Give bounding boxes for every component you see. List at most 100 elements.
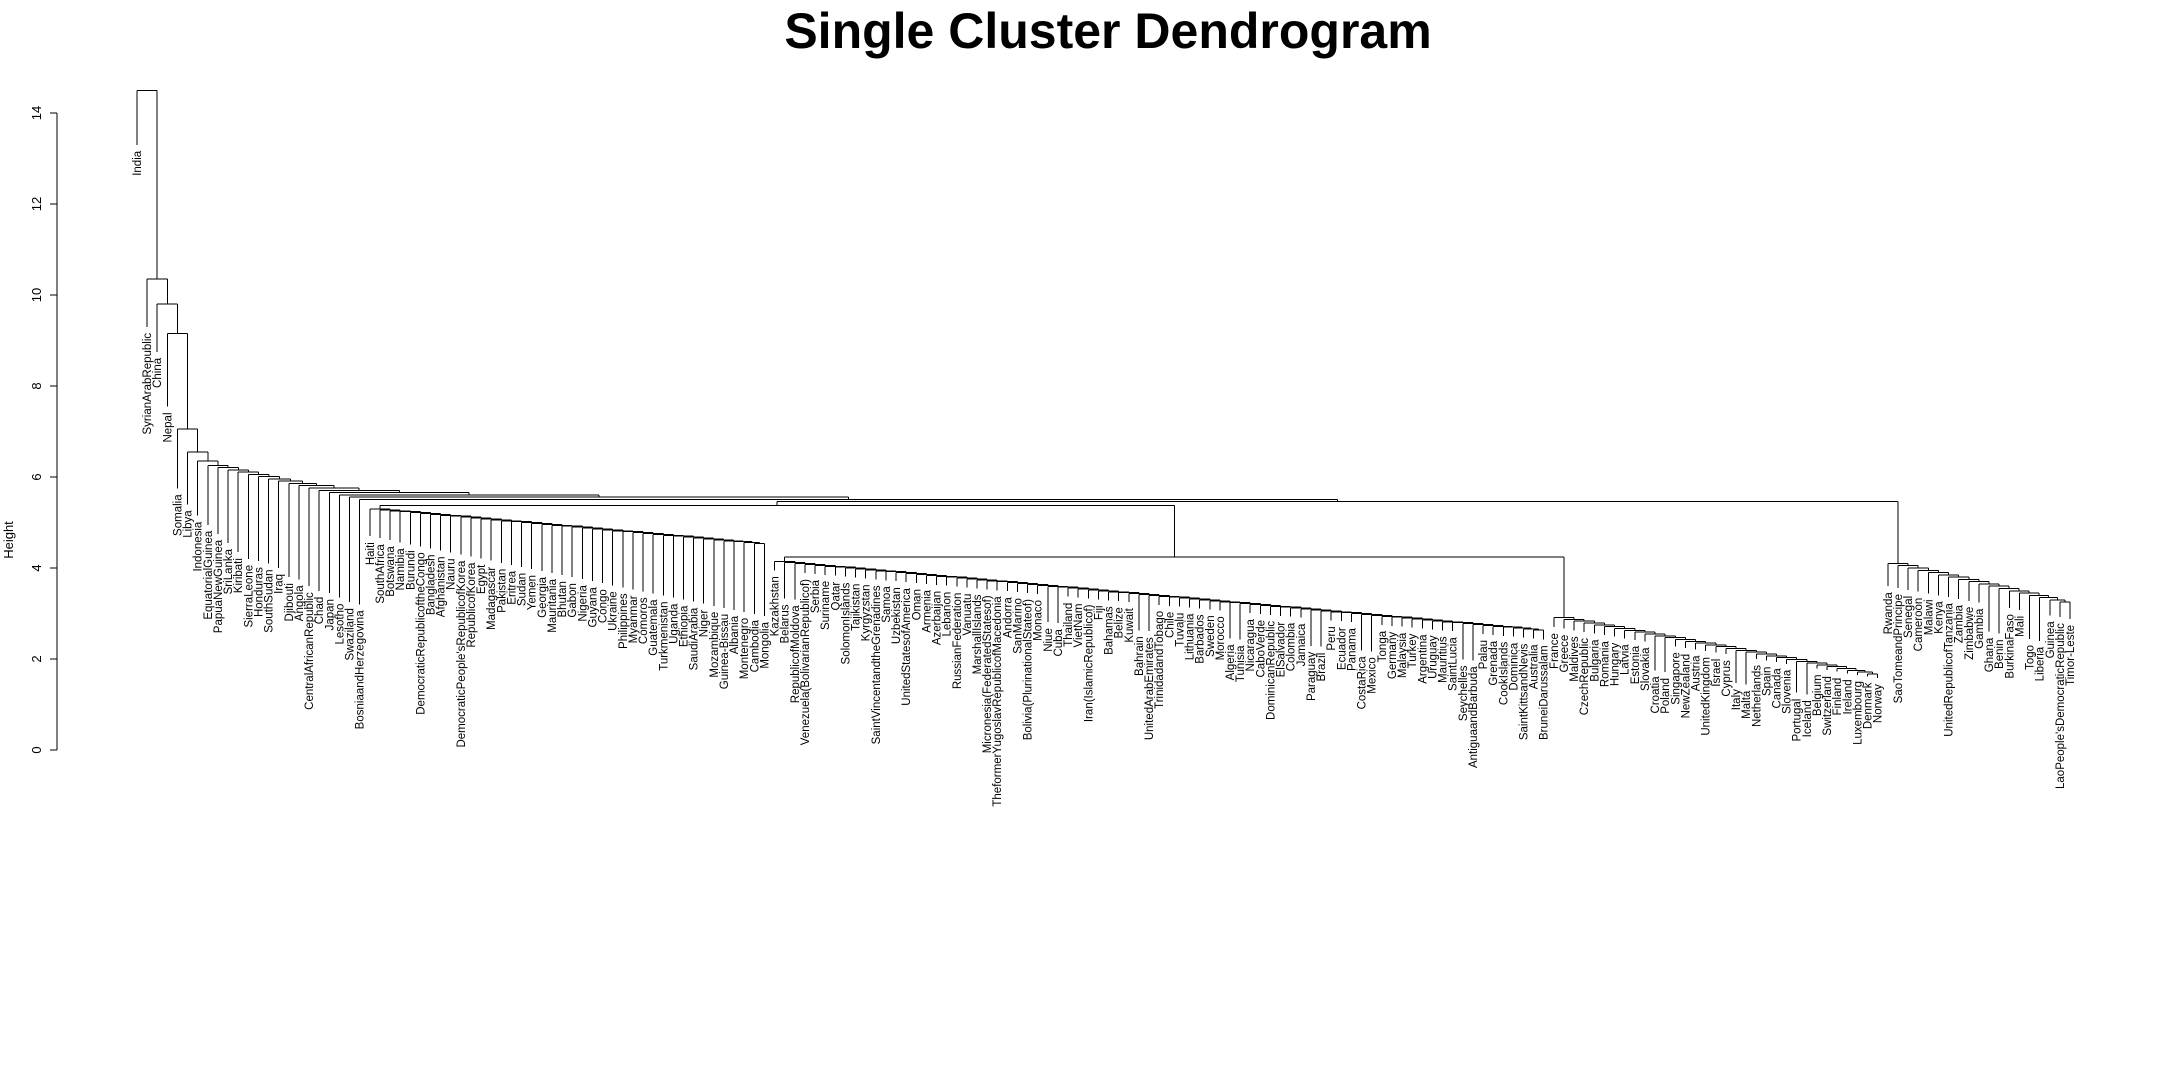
leaf-label: Spain <box>1761 667 1773 696</box>
leaf-label: Iran(IslamicRepublicof) <box>1083 604 1095 722</box>
leaf-label: Luxembourg <box>1852 681 1864 745</box>
leaf-label: Ethiopia <box>679 605 691 647</box>
y-axis: 0 2 4 6 8 10 12 14 <box>29 106 58 754</box>
leaf-label: Indonesia <box>193 521 205 571</box>
leaf-label: Kazakhstan <box>770 576 782 636</box>
leaf-label: Paraguay <box>1306 652 1318 701</box>
leaf-label: Iceland <box>1802 700 1814 737</box>
leaf-label: Yemen <box>527 575 539 610</box>
leaf-label: CostaRica <box>1357 656 1369 710</box>
leaf-label: Suriname <box>820 581 832 630</box>
leaf-label: TheformerYugoslavRepublicofMacedonia <box>992 596 1004 807</box>
leaf-label: Djibouti <box>284 583 296 621</box>
y-axis-label: Height <box>1 521 16 559</box>
leaf-label: Serbia <box>810 579 822 613</box>
leaf-label: Lesotho <box>334 604 346 645</box>
leaf-label: Barbados <box>1195 614 1207 663</box>
leaf-label: Mexico <box>1367 657 1379 693</box>
leaf-label: Canada <box>1772 668 1784 709</box>
y-tick-label: 10 <box>29 288 44 302</box>
leaf-label: Estonia <box>1630 645 1642 684</box>
leaf-label: Italy <box>1731 689 1743 710</box>
leaf-label: Turkey <box>1407 633 1419 668</box>
leaf-label: Nicaragua <box>1245 618 1257 671</box>
leaf-label: SriLanka <box>223 548 235 594</box>
leaf-label: Ghana <box>1984 637 1996 672</box>
leaf-label: Australia <box>1529 644 1541 689</box>
leaf-label: Uruguay <box>1427 635 1439 679</box>
leaf-label: Switzerland <box>1822 676 1834 735</box>
leaf-label: Thailand <box>1063 603 1075 647</box>
leaf-label: Vanuatu <box>962 594 974 636</box>
leaf-label: Mauritius <box>1438 636 1450 683</box>
leaf-label: Maldives <box>1569 636 1581 682</box>
leaf-label: Armenia <box>921 589 933 632</box>
leaf-label: Philippines <box>618 593 630 649</box>
leaf-label: Mongolia <box>759 621 771 668</box>
leaf-label: Burundi <box>405 550 417 590</box>
leaf-label: SyrianArabRepublic <box>142 333 154 435</box>
leaf-label: Togo <box>2025 645 2037 670</box>
leaf-label: CookIslands <box>1498 642 1510 706</box>
leaf-label: Honduras <box>253 567 265 617</box>
leaf-label: RussianFederation <box>952 593 964 690</box>
leaf-label: VietNam <box>1073 604 1085 648</box>
leaf-label: SanMarino <box>1012 598 1024 654</box>
leaf-label: Sweden <box>1205 615 1217 657</box>
leaf-label: Chad <box>314 597 326 625</box>
leaf-label: Tuvalu <box>1174 613 1186 647</box>
leaf-label: Kuwait <box>1124 607 1136 642</box>
leaf-label: Samoa <box>881 586 893 623</box>
leaf-label: LaoPeople'sDemocraticRepublic <box>2055 623 2067 789</box>
leaf-label: Angola <box>294 585 306 621</box>
leaf-label: SouthSudan <box>264 569 276 632</box>
leaf-label: Venezuela(BolivarianRepublicof) <box>800 579 812 745</box>
leaf-label: Liberia <box>2035 646 2047 681</box>
leaf-label: Seychelles <box>1458 665 1470 721</box>
leaf-label: Oman <box>911 589 923 620</box>
leaf-label: TrinidadandTobago <box>1154 611 1166 709</box>
leaf-label: Hungary <box>1610 642 1622 686</box>
leaf-label: Malaysia <box>1397 632 1409 678</box>
leaf-label: Andorra <box>1002 597 1014 639</box>
leaf-label: Azerbaijan <box>932 591 944 645</box>
leaf-label: Greece <box>1559 635 1571 673</box>
leaf-label: Guinea-Bissau <box>719 614 731 689</box>
leaf-label: Austria <box>1691 655 1703 691</box>
leaf-label: Malta <box>1741 690 1753 719</box>
leaf-label: Finland <box>1832 678 1844 716</box>
y-tick-label: 4 <box>29 564 44 571</box>
leaf-label: Ireland <box>1842 679 1854 714</box>
leaf-label: Kenya <box>1933 601 1945 634</box>
leaf-label: DemocraticRepublicoftheCongo <box>415 552 427 714</box>
leaf-label: Libya <box>183 510 195 538</box>
leaf-label: Cameroon <box>1913 598 1925 652</box>
leaf-label: SouthAfrica <box>375 544 387 604</box>
leaf-label: CentralAfricanRepublic <box>304 592 316 710</box>
leaf-label: Niue <box>1043 628 1055 652</box>
leaf-label: Jamaica <box>1296 623 1308 666</box>
leaf-label: SaintLucia <box>1448 637 1460 691</box>
leaf-label: Sudan <box>517 573 529 606</box>
leaf-label: UnitedStatesofAmerica <box>901 588 913 706</box>
leaf-label: India <box>132 150 144 176</box>
y-tick-label: 2 <box>29 655 44 662</box>
leaf-label: Belgium <box>1812 675 1824 717</box>
leaf-label: Bhutan <box>557 581 569 617</box>
leaf-label: Guinea <box>2045 621 2057 659</box>
leaf-label: Bulgaria <box>1589 639 1601 682</box>
leaf-label: Slovenia <box>1782 669 1794 714</box>
leaf-label: Nauru <box>446 559 458 590</box>
leaf-label: Gabon <box>567 583 579 618</box>
leaf-label: France <box>1549 633 1561 669</box>
leaf-label: Germany <box>1387 632 1399 680</box>
leaf-label: SolomonIslands <box>840 582 852 664</box>
leaf-label: China <box>152 357 164 388</box>
y-tick-label: 8 <box>29 382 44 389</box>
leaf-label: Cambodia <box>749 619 761 672</box>
leaf-label: Tonga <box>1377 630 1389 662</box>
leaf-label: Lebanon <box>942 592 954 637</box>
leaf-label: Madagascar <box>486 567 498 630</box>
leaf-label: Croatia <box>1650 676 1662 714</box>
leaf-label: RepublicofKorea <box>466 562 478 648</box>
